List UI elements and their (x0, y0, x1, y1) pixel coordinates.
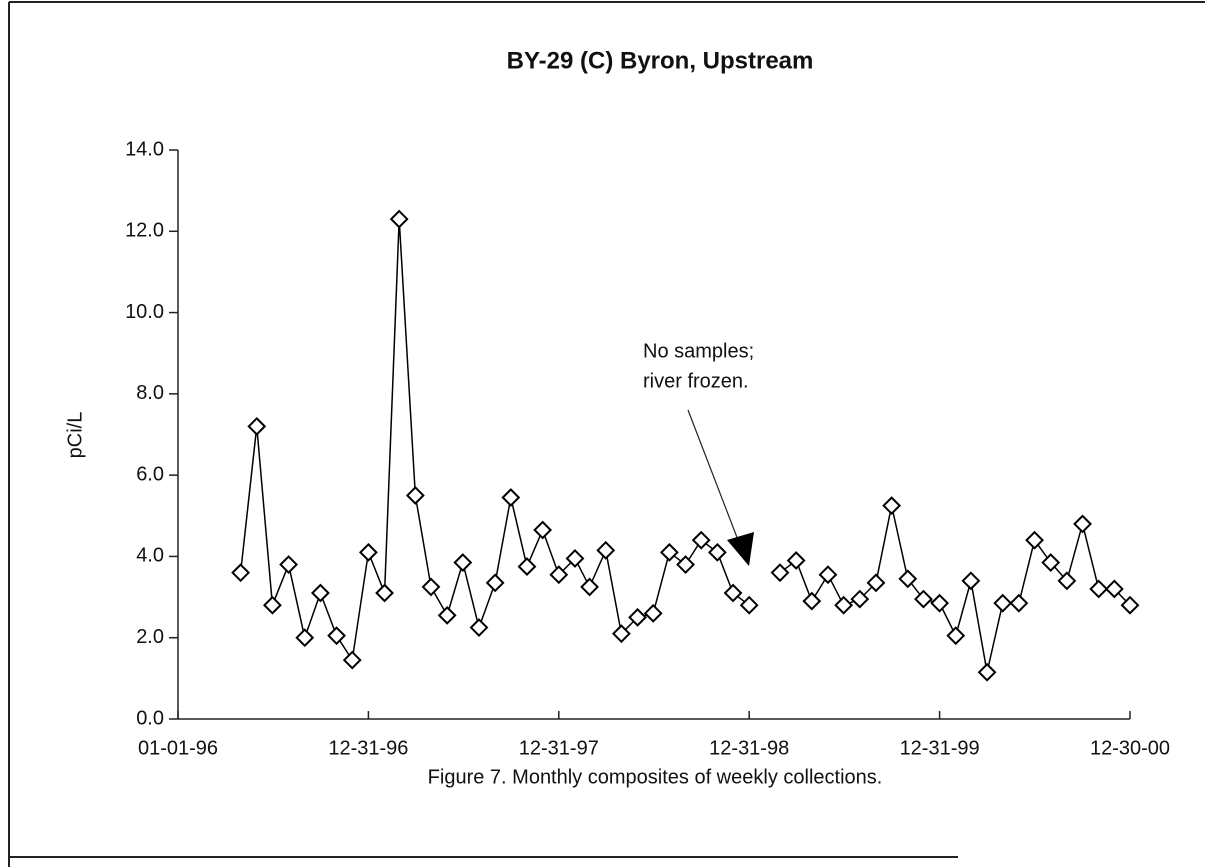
y-tick-label: 12.0 (125, 220, 164, 242)
x-tick-label: 12-31-96 (328, 737, 408, 759)
data-point (549, 565, 569, 585)
x-tick-label: 12-30-00 (1090, 737, 1170, 759)
annotation-arrow (687, 409, 739, 541)
y-axis-label: pCi/L (64, 412, 86, 459)
data-point (1104, 579, 1124, 599)
x-tick-label: 12-31-97 (519, 737, 599, 759)
data-point (818, 565, 838, 585)
data-point (485, 573, 505, 593)
data-point (231, 563, 251, 583)
data-point (898, 569, 918, 589)
annotation: No samples; (643, 340, 754, 362)
data-point (628, 607, 647, 627)
data-point (946, 626, 966, 646)
data-point (596, 540, 616, 560)
data-point (375, 583, 394, 603)
y-tick-label: 0.0 (136, 707, 164, 729)
data-point (676, 555, 695, 574)
data-point (342, 650, 362, 670)
y-tick-label: 10.0 (125, 301, 164, 323)
arrow-head (727, 532, 754, 566)
data-point (1057, 571, 1077, 591)
data-point (802, 591, 822, 611)
data-point (1120, 595, 1140, 615)
data-point (1009, 593, 1029, 613)
data-point (930, 593, 950, 613)
data-point (295, 628, 315, 648)
data-point (691, 530, 711, 550)
data-point (247, 416, 267, 436)
data-point (866, 573, 886, 593)
data-point (421, 577, 441, 597)
chart-title: BY-29 (C) Byron, Upstream (507, 47, 814, 74)
data-point (469, 618, 489, 637)
data-point (770, 563, 790, 583)
data-point (1089, 579, 1109, 599)
x-tick-label: 12-31-99 (900, 737, 980, 759)
data-point (263, 595, 282, 615)
data-point (707, 542, 727, 562)
data-point (580, 577, 599, 597)
y-tick-label: 4.0 (136, 545, 164, 567)
data-point (739, 595, 759, 615)
y-tick-label: 14.0 (125, 138, 164, 160)
data-point (279, 555, 299, 574)
data-point (501, 488, 521, 507)
data-point (358, 542, 378, 562)
data-point (611, 624, 631, 644)
data-point (977, 662, 997, 682)
x-tick-label: 01-01-96 (138, 737, 218, 759)
data-point (993, 593, 1013, 613)
y-tick-label: 6.0 (136, 463, 164, 485)
data-point (1025, 530, 1044, 550)
caption: Figure 7. Monthly composites of weekly c… (428, 766, 883, 788)
data-point (389, 209, 409, 229)
data-point (723, 583, 743, 603)
data-point (453, 553, 473, 572)
data-point (310, 583, 330, 603)
data-point (327, 626, 346, 646)
annotation: river frozen. (643, 370, 749, 392)
data-point (882, 496, 902, 516)
data-point (1041, 553, 1061, 572)
data-point (961, 571, 981, 591)
data-point (405, 486, 425, 505)
data-point (786, 551, 806, 570)
data-point (533, 520, 553, 540)
y-tick-label: 2.0 (136, 626, 164, 648)
y-tick-label: 8.0 (136, 382, 164, 404)
data-point (437, 605, 457, 625)
data-point (834, 595, 854, 615)
data-point (659, 542, 679, 562)
data-point (914, 589, 933, 609)
data-point (565, 549, 585, 568)
data-point (643, 603, 663, 623)
x-tick-label: 12-31-98 (709, 737, 789, 759)
data-point (850, 589, 870, 609)
data-point (517, 557, 537, 577)
data-point (1073, 514, 1092, 534)
